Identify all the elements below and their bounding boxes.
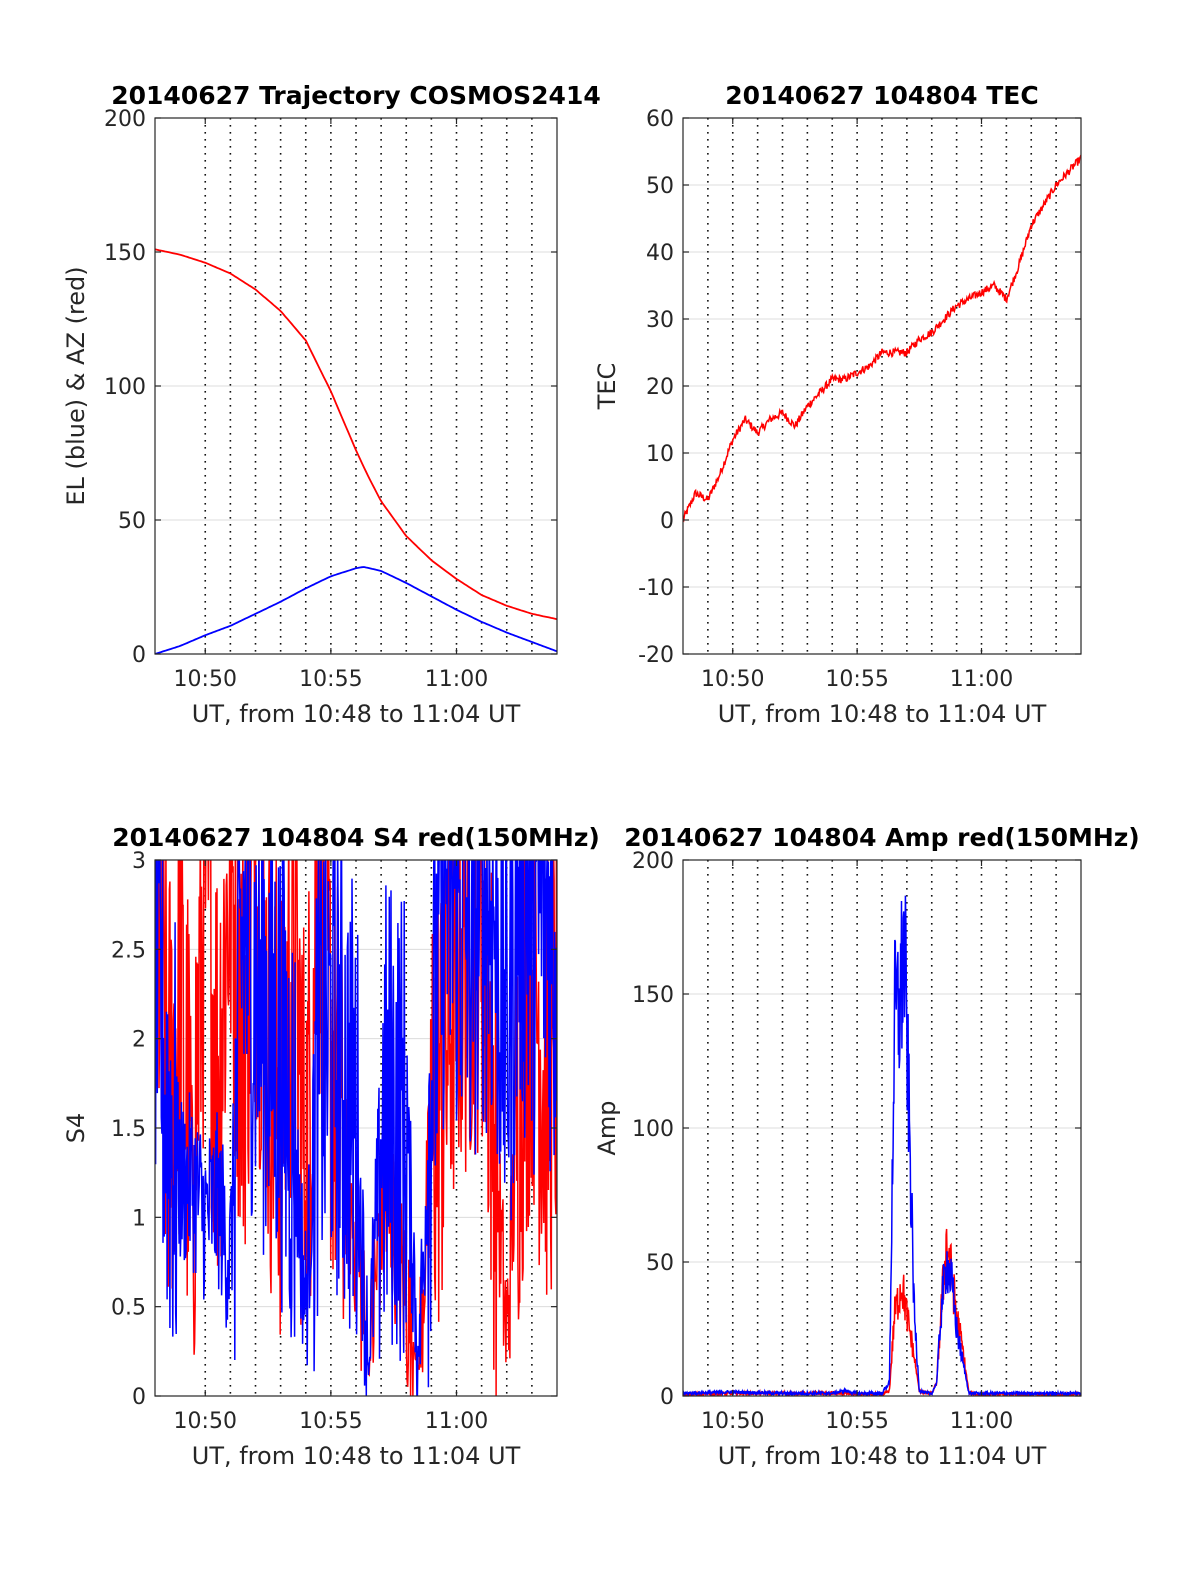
y-tick-label: 200: [632, 849, 674, 874]
series-line-0: [683, 154, 1081, 523]
x-axis-label: UT, from 10:48 to 11:04 UT: [718, 1442, 1047, 1470]
y-tick-label: 20: [646, 375, 674, 400]
y-tick-label: 30: [646, 308, 674, 333]
y-tick-label: 0: [660, 509, 674, 534]
series-line-1: [155, 860, 557, 1396]
y-tick-label: 0: [132, 643, 146, 668]
x-tick-label: 11:00: [425, 667, 488, 692]
x-tick-label: 11:00: [425, 1409, 488, 1434]
y-tick-label: -10: [638, 576, 674, 601]
y-tick-label: 10: [646, 442, 674, 467]
y-tick-label: 1: [132, 1206, 146, 1231]
y-tick-label: 3: [132, 849, 146, 874]
y-tick-label: 100: [632, 1117, 674, 1142]
y-tick-label: 1.5: [111, 1117, 146, 1142]
y-tick-label: 2: [132, 1028, 146, 1053]
trajectory-panel: 0 50 100 150 200 10:50 10:55 11:00 20140627 Traj…: [62, 81, 601, 728]
y-tick-label: 0.5: [111, 1296, 146, 1321]
y-tick-label: 2.5: [111, 938, 146, 963]
series-group: [683, 895, 1081, 1396]
series-group: [155, 248, 557, 654]
y-axis-label: TEC: [593, 363, 621, 411]
series-line-1: [683, 895, 1081, 1396]
y-axis-label: EL (blue) & AZ (red): [62, 266, 90, 505]
series-line-0: [155, 248, 557, 621]
y-tick-label: 50: [118, 509, 146, 534]
y-tick-label: 40: [646, 241, 674, 266]
x-axis-label: UT, from 10:48 to 11:04 UT: [192, 700, 521, 728]
chart-title: 20140627 Trajectory COSMOS2414: [111, 81, 601, 110]
x-tick-label: 11:00: [950, 667, 1013, 692]
amp-panel: 0 50 100 150 200 10:50 10:55 11:00 20140627 1048…: [593, 823, 1140, 1470]
y-tick-label: 0: [132, 1385, 146, 1410]
y-tick-label: 0: [660, 1385, 674, 1410]
x-axis-label: UT, from 10:48 to 11:04 UT: [718, 700, 1047, 728]
x-tick-label: 10:50: [701, 1409, 764, 1434]
chart-title: 20140627 104804 S4 red(150MHz): [112, 823, 600, 852]
tec-panel: -20 -10 0 10 20 30 40 50 60 10:50 10:55 11:00 201406…: [593, 81, 1082, 728]
y-tick-label: 150: [104, 241, 146, 266]
x-tick-label: 10:50: [174, 1409, 237, 1434]
y-axis-label: S4: [62, 1113, 90, 1144]
x-axis-label: UT, from 10:48 to 11:04 UT: [192, 1442, 521, 1470]
chart-title: 20140627 104804 TEC: [725, 81, 1038, 110]
x-tick-label: 10:55: [825, 667, 888, 692]
y-tick-label: 100: [104, 375, 146, 400]
series-line-0: [683, 1228, 1081, 1396]
y-tick-label: 60: [646, 107, 674, 132]
s4-panel: 0 0.5 1 1.5 2 2.5 3 10:50 10:55 11:00 20140627 104…: [62, 823, 600, 1470]
y-tick-label: 150: [632, 983, 674, 1008]
x-tick-label: 10:55: [825, 1409, 888, 1434]
x-tick-label: 10:55: [299, 1409, 362, 1434]
y-tick-label: 50: [646, 1251, 674, 1276]
series-group: [155, 860, 557, 1396]
y-tick-label: 200: [104, 107, 146, 132]
y-axis-label: Amp: [593, 1100, 621, 1155]
y-tick-label: -20: [638, 643, 674, 668]
y-tick-label: 50: [646, 174, 674, 199]
x-tick-label: 11:00: [950, 1409, 1013, 1434]
x-tick-label: 10:55: [299, 667, 362, 692]
x-tick-label: 10:50: [701, 667, 764, 692]
x-tick-label: 10:50: [174, 667, 237, 692]
series-group: [683, 154, 1081, 523]
series-line-1: [155, 566, 557, 654]
chart-title: 20140627 104804 Amp red(150MHz): [624, 823, 1140, 852]
